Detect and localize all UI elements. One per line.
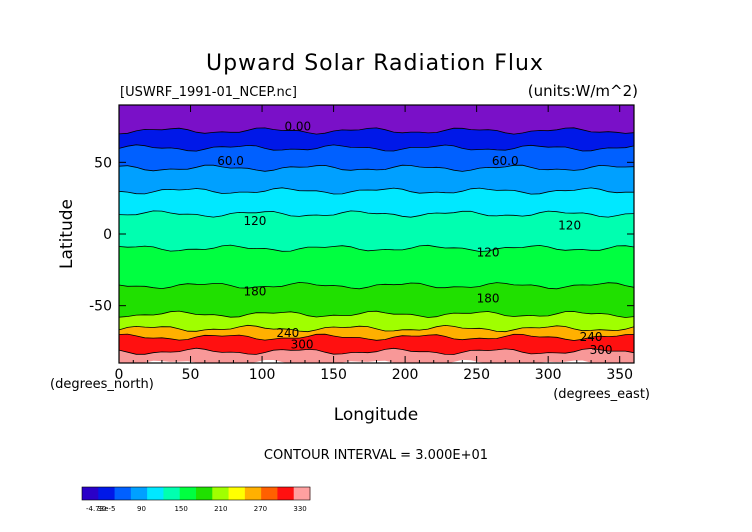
y-unit-label: (degrees_north) <box>50 377 154 392</box>
x-tick-label: 300 <box>535 367 562 383</box>
x-tick-label: 200 <box>392 367 419 383</box>
contour-label: 240 <box>580 330 603 344</box>
colorbar-label: 150 <box>174 505 187 513</box>
heatmap-band <box>119 144 634 172</box>
heatmap-band <box>119 210 634 252</box>
contour-label: 240 <box>276 326 299 340</box>
colorbar-label: 30 <box>97 505 106 513</box>
contour-label: 180 <box>243 284 266 298</box>
colorbar-label: -4.73e-5 <box>86 505 115 513</box>
y-axis-ticks: 50 0 -50 <box>89 155 634 315</box>
contour-line <box>119 210 634 218</box>
x-tick-label: 100 <box>249 367 276 383</box>
contour-line <box>119 281 634 290</box>
contour-lines <box>119 127 634 355</box>
colorbar-swatch <box>228 487 246 500</box>
y-tick-label: -50 <box>89 299 112 315</box>
contour-line <box>119 347 634 355</box>
colorbar-swatch <box>147 487 164 500</box>
contour-label: 120 <box>558 218 581 232</box>
colorbar-swatch <box>179 487 197 500</box>
x-axis-label: Longitude <box>334 405 419 425</box>
colorbar-swatch <box>82 487 99 500</box>
heatmap-band <box>119 348 634 363</box>
units-label: (units:W/m^2) <box>528 82 638 100</box>
colorbar-label: 210 <box>214 505 227 513</box>
heatmap-bands <box>119 105 634 363</box>
colorbar-swatch <box>244 487 262 500</box>
contour-label: 120 <box>477 246 500 260</box>
colorbar-labels: -4.73e-530 90 150 210 270 330 <box>86 505 307 513</box>
heatmap-band <box>119 105 634 135</box>
heatmap-band <box>119 311 634 332</box>
heatmap-band <box>119 165 634 195</box>
contour-label: 180 <box>477 292 500 306</box>
contour-interval-text: CONTOUR INTERVAL = 3.000E+01 <box>264 448 488 463</box>
colorbar-swatch <box>277 487 295 500</box>
heatmap-band <box>119 334 634 355</box>
y-tick-label: 50 <box>94 155 112 171</box>
colorbar-swatch <box>293 487 311 500</box>
contour-line <box>119 164 634 172</box>
y-axis-label: Latitude <box>57 199 77 269</box>
contour-label: 300 <box>590 343 613 357</box>
contour-label: 60.0 <box>217 154 244 168</box>
x-tick-label: 150 <box>320 367 347 383</box>
contour-label: 60.0 <box>492 154 519 168</box>
contour-line <box>119 144 634 152</box>
colorbar-swatch <box>212 487 230 500</box>
contour-line <box>119 333 634 341</box>
contour-line <box>119 310 634 318</box>
x-tick-label: 0 <box>115 367 124 383</box>
colorbar-frame <box>81 486 311 501</box>
x-tick-label: 350 <box>606 367 633 383</box>
contour-label: 0.00 <box>284 120 311 134</box>
heatmap-band <box>119 187 634 218</box>
x-unit-label: (degrees_east) <box>553 387 650 402</box>
x-tick-label: 50 <box>182 367 200 383</box>
colorbar-label: 90 <box>137 505 146 513</box>
contour-line <box>119 127 634 135</box>
x-axis-ticks: 0 50 100 150 200 250 300 350 <box>115 105 633 383</box>
colorbar-swatch <box>130 487 148 500</box>
heatmap-band <box>119 282 634 318</box>
file-label: [USWRF_1991-01_NCEP.nc] <box>120 85 297 100</box>
y-tick-label: 0 <box>103 227 112 243</box>
contour-line <box>119 187 634 195</box>
contour-label: 300 <box>291 337 314 351</box>
contour-label: 120 <box>243 214 266 228</box>
colorbar-swatch <box>196 487 213 500</box>
colorbar-swatch <box>163 487 181 500</box>
x-tick-label: 250 <box>463 367 490 383</box>
colorbar <box>81 486 311 501</box>
colorbar-swatch <box>261 487 278 500</box>
colorbar-label: 330 <box>293 505 306 513</box>
colorbar-swatch <box>114 487 132 500</box>
chart-title: Upward Solar Radiation Flux <box>206 51 544 76</box>
contour-line <box>119 324 634 333</box>
contour-line <box>119 244 634 252</box>
colorbar-swatch <box>98 487 116 500</box>
colorbar-label: 270 <box>254 505 267 513</box>
heatmap-band <box>119 245 634 289</box>
heatmap-band <box>119 325 634 341</box>
